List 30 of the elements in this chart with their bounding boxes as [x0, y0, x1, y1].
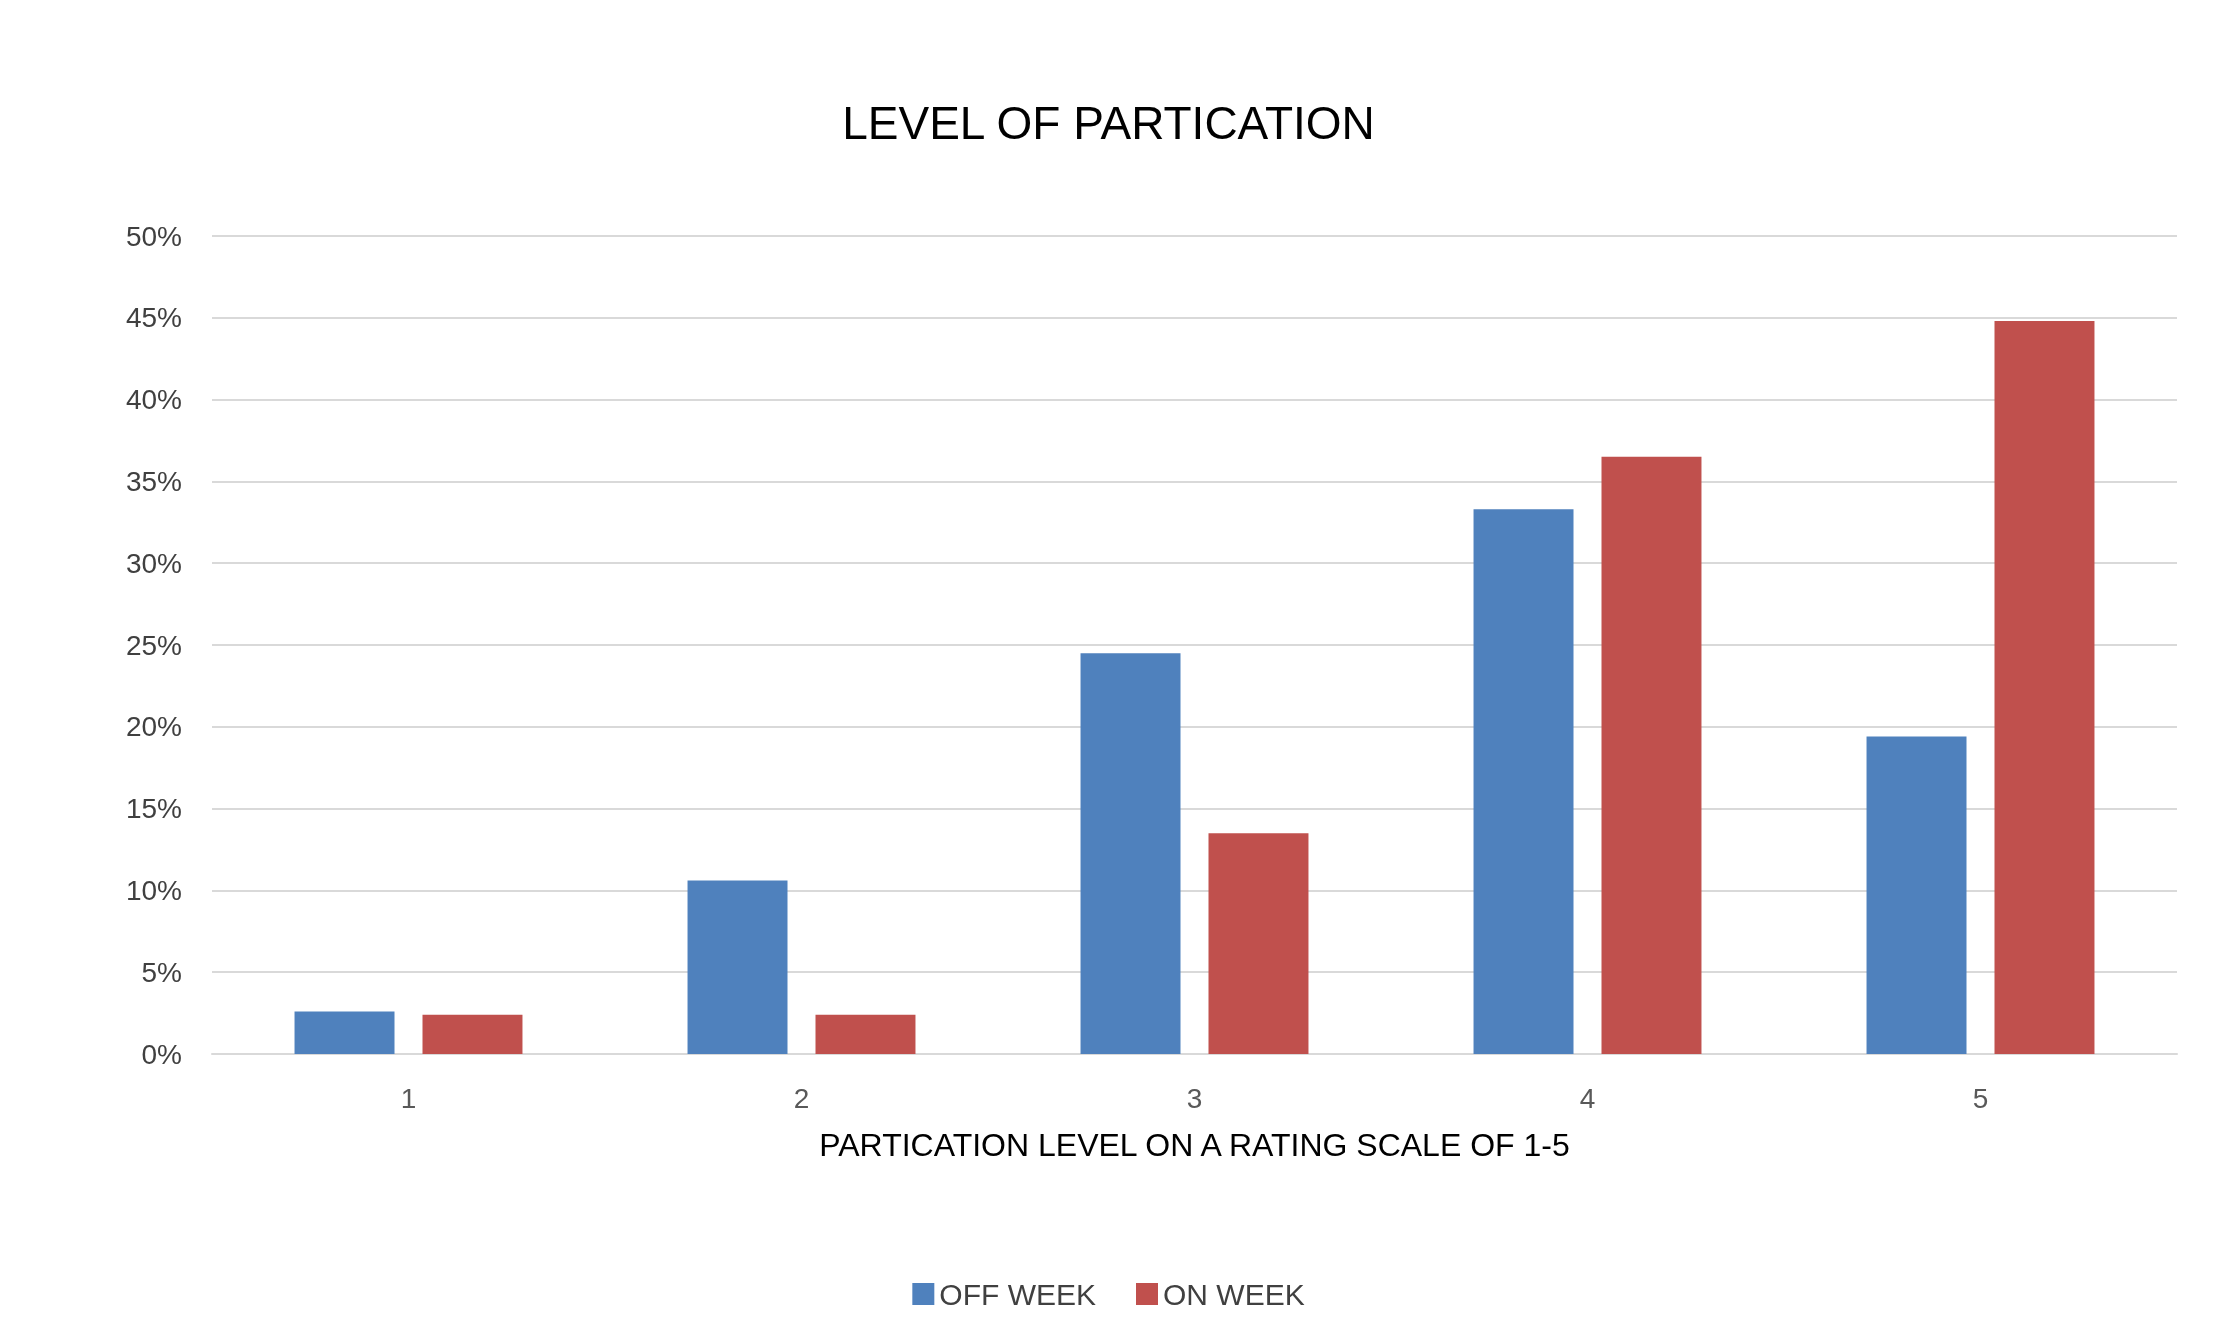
bar	[1473, 509, 1574, 1054]
x-tick-label: 4	[1579, 1082, 1596, 1114]
x-tick-label: 1	[400, 1082, 417, 1114]
bar	[1080, 653, 1181, 1054]
y-tick-label: 40%	[125, 384, 182, 416]
y-tick-label: 45%	[125, 302, 182, 334]
y-tick-label: 30%	[125, 547, 182, 579]
bar	[1601, 456, 1702, 1054]
y-tick-label: 50%	[125, 220, 182, 252]
bar	[1208, 833, 1309, 1054]
chart-title: LEVEL OF PARTICATION	[842, 97, 1375, 149]
x-tick-label: 3	[1186, 1082, 1203, 1114]
legend-label: ON WEEK	[1162, 1277, 1305, 1311]
x-tick-label: 2	[793, 1082, 810, 1114]
bar	[815, 1014, 916, 1054]
y-tick-label: 10%	[125, 874, 182, 906]
x-tick-label: 5	[1972, 1082, 1989, 1114]
y-tick-label: 25%	[125, 629, 182, 661]
y-tick-label: 0%	[141, 1038, 182, 1070]
x-axis-title: PARTICATION LEVEL ON A RATING SCALE OF 1-5	[819, 1127, 1570, 1163]
y-tick-label: 20%	[125, 711, 182, 743]
bar	[1994, 321, 2095, 1054]
y-tick-label: 5%	[141, 956, 182, 988]
bar	[687, 880, 788, 1054]
y-tick-label: 35%	[125, 465, 182, 497]
bar	[1866, 736, 1967, 1054]
bar	[294, 1011, 395, 1054]
legend-label: OFF WEEK	[939, 1277, 1096, 1311]
bar	[422, 1014, 523, 1054]
y-tick-label: 15%	[125, 793, 182, 825]
